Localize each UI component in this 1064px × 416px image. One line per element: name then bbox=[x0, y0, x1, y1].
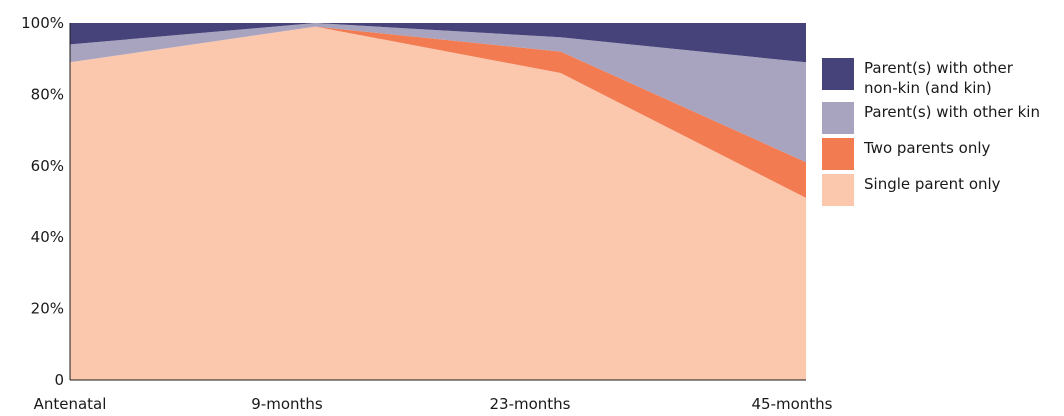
axes bbox=[69, 23, 806, 381]
area-series-parent-s-with-other-non-kin-and-kin bbox=[70, 23, 806, 63]
y-tick-labels: 0 20% 40% 60% 80% 100% bbox=[21, 14, 64, 389]
legend-label-single-parent: Single parent only bbox=[864, 175, 1001, 193]
x-tick-labels: Antenatal 9-months 23-months 45-months bbox=[34, 395, 833, 413]
area-layers bbox=[70, 23, 806, 380]
legend-item-non-kin: Parent(s) with other non-kin (and kin) bbox=[822, 58, 1062, 98]
legend: Parent(s) with other non-kin (and kin) P… bbox=[822, 58, 1062, 210]
y-tick-label: 40% bbox=[31, 228, 64, 246]
legend-swatch-two-parents bbox=[822, 138, 854, 170]
y-tick-label: 100% bbox=[21, 14, 64, 32]
legend-swatch-single-parent bbox=[822, 174, 854, 206]
legend-label-two-parents: Two parents only bbox=[864, 139, 991, 157]
legend-item-other-kin: Parent(s) with other kin bbox=[822, 102, 1062, 134]
x-tick-label: Antenatal bbox=[34, 395, 107, 413]
x-tick-label: 45-months bbox=[752, 395, 833, 413]
legend-swatch-non-kin bbox=[822, 58, 854, 90]
x-tick-label: 9-months bbox=[251, 395, 323, 413]
area-series-single-parent-only bbox=[70, 26, 806, 380]
y-tick-label: 60% bbox=[31, 157, 64, 175]
legend-swatch-other-kin bbox=[822, 102, 854, 134]
legend-label-non-kin: Parent(s) with other non-kin (and kin) bbox=[864, 59, 1013, 97]
x-tick-label: 23-months bbox=[490, 395, 571, 413]
area-series-parent-s-with-other-kin bbox=[70, 23, 806, 163]
y-tick-label: 80% bbox=[31, 85, 64, 103]
area-series-two-parents-only bbox=[70, 26, 806, 198]
y-tick-label: 20% bbox=[31, 300, 64, 318]
legend-item-single-parent: Single parent only bbox=[822, 174, 1062, 206]
legend-item-two-parents: Two parents only bbox=[822, 138, 1062, 170]
legend-label-other-kin: Parent(s) with other kin bbox=[864, 103, 1040, 121]
y-tick-label: 0 bbox=[54, 371, 64, 389]
